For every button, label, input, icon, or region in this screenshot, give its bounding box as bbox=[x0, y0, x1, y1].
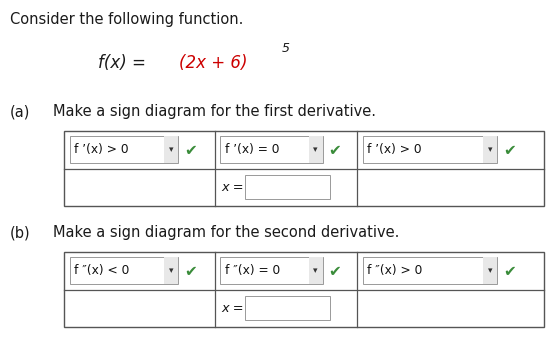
Text: ▾: ▾ bbox=[488, 266, 492, 275]
Text: ✔: ✔ bbox=[503, 264, 516, 279]
FancyBboxPatch shape bbox=[363, 136, 497, 163]
FancyBboxPatch shape bbox=[220, 257, 323, 284]
FancyBboxPatch shape bbox=[245, 175, 330, 199]
Text: ✔: ✔ bbox=[329, 143, 341, 158]
Text: f(x) =: f(x) = bbox=[98, 54, 151, 72]
Text: ▾: ▾ bbox=[169, 145, 173, 154]
FancyBboxPatch shape bbox=[483, 136, 497, 163]
Text: ▾: ▾ bbox=[488, 145, 492, 154]
FancyBboxPatch shape bbox=[483, 257, 497, 284]
Text: x =: x = bbox=[222, 302, 244, 315]
FancyBboxPatch shape bbox=[64, 252, 544, 327]
Text: ✔: ✔ bbox=[184, 143, 196, 158]
Text: f ″(x) > 0: f ″(x) > 0 bbox=[367, 264, 422, 277]
FancyBboxPatch shape bbox=[220, 136, 323, 163]
FancyBboxPatch shape bbox=[245, 296, 330, 320]
Text: ✔: ✔ bbox=[329, 264, 341, 279]
FancyBboxPatch shape bbox=[70, 136, 178, 163]
Text: (b): (b) bbox=[10, 225, 31, 240]
FancyBboxPatch shape bbox=[309, 136, 323, 163]
Text: ✔: ✔ bbox=[184, 264, 196, 279]
Text: f ″(x) = 0: f ″(x) = 0 bbox=[225, 264, 280, 277]
FancyBboxPatch shape bbox=[64, 131, 544, 206]
FancyBboxPatch shape bbox=[309, 257, 323, 284]
FancyBboxPatch shape bbox=[70, 257, 178, 284]
Text: Make a sign diagram for the second derivative.: Make a sign diagram for the second deriv… bbox=[53, 225, 400, 240]
FancyBboxPatch shape bbox=[363, 257, 497, 284]
FancyBboxPatch shape bbox=[164, 257, 178, 284]
Text: Make a sign diagram for the first derivative.: Make a sign diagram for the first deriva… bbox=[53, 104, 376, 119]
Text: x =: x = bbox=[222, 181, 244, 194]
Text: ✔: ✔ bbox=[503, 143, 516, 158]
Text: 5: 5 bbox=[282, 42, 290, 55]
Text: f ’(x) > 0: f ’(x) > 0 bbox=[367, 143, 422, 156]
Text: ▾: ▾ bbox=[314, 145, 318, 154]
Text: (2x + 6): (2x + 6) bbox=[179, 54, 247, 72]
Text: f ’(x) = 0: f ’(x) = 0 bbox=[225, 143, 280, 156]
FancyBboxPatch shape bbox=[164, 136, 178, 163]
Text: f ″(x) < 0: f ″(x) < 0 bbox=[74, 264, 129, 277]
Text: ▾: ▾ bbox=[314, 266, 318, 275]
Text: f ’(x) > 0: f ’(x) > 0 bbox=[74, 143, 129, 156]
Text: ▾: ▾ bbox=[169, 266, 173, 275]
Text: (a): (a) bbox=[10, 104, 31, 119]
Text: Consider the following function.: Consider the following function. bbox=[10, 12, 243, 27]
